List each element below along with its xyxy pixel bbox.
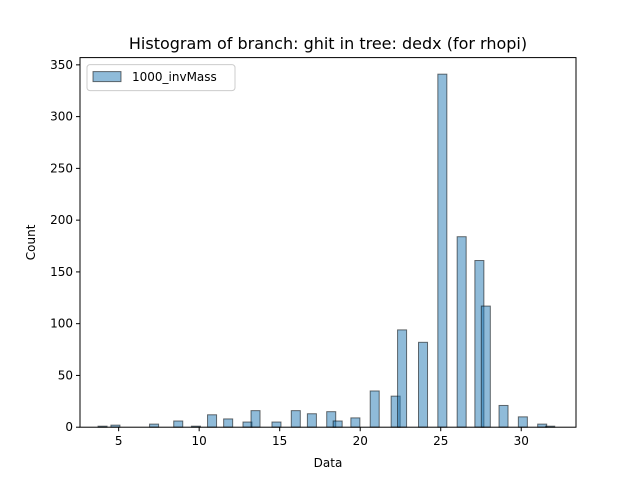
x-tick-label: 10 xyxy=(192,434,207,448)
x-tick-label: 20 xyxy=(353,434,368,448)
y-tick-label: 50 xyxy=(58,368,73,382)
y-tick-label: 350 xyxy=(50,58,73,72)
x-axis-ticks: 5 10 15 20 25 30 xyxy=(115,427,529,448)
histogram-bar xyxy=(350,417,361,428)
y-tick-label: 100 xyxy=(50,317,73,331)
plot-frame xyxy=(79,57,577,428)
y-axis-label: Count xyxy=(24,224,38,260)
histogram-bar xyxy=(369,390,380,428)
legend-label: 1000_invMass xyxy=(132,70,217,84)
y-tick-label: 0 xyxy=(65,420,73,434)
legend-swatch xyxy=(92,71,122,83)
histogram-bar xyxy=(271,421,282,428)
y-tick-label: 300 xyxy=(50,110,73,124)
x-tick-label: 25 xyxy=(433,434,448,448)
histogram-bar xyxy=(306,413,317,428)
histogram-bar xyxy=(480,305,491,428)
x-tick-label: 30 xyxy=(514,434,529,448)
y-tick-label: 250 xyxy=(50,161,73,175)
histogram-bar xyxy=(498,404,509,428)
chart-title: Histogram of branch: ghit in tree: dedx … xyxy=(129,34,527,53)
histogram-bar xyxy=(223,418,234,428)
y-tick-label: 150 xyxy=(50,265,73,279)
histogram-bar xyxy=(207,414,218,428)
histogram-bar xyxy=(397,329,408,428)
histogram-bar xyxy=(437,73,448,428)
histogram-bar xyxy=(418,341,429,428)
histogram-bar xyxy=(173,420,184,428)
histogram-bar xyxy=(517,416,528,428)
x-tick-label: 15 xyxy=(272,434,287,448)
y-tick-label: 200 xyxy=(50,213,73,227)
y-axis-ticks: 0 50 100 150 200 250 300 350 xyxy=(50,58,80,434)
histogram-bar xyxy=(250,410,261,428)
histogram-bar xyxy=(290,410,301,428)
x-axis-label: Data xyxy=(314,456,343,470)
histogram-bar xyxy=(456,236,467,428)
histogram-bar xyxy=(332,420,343,428)
legend-box xyxy=(86,64,236,92)
legend: 1000_invMass xyxy=(86,64,236,92)
x-tick-label: 5 xyxy=(115,434,123,448)
